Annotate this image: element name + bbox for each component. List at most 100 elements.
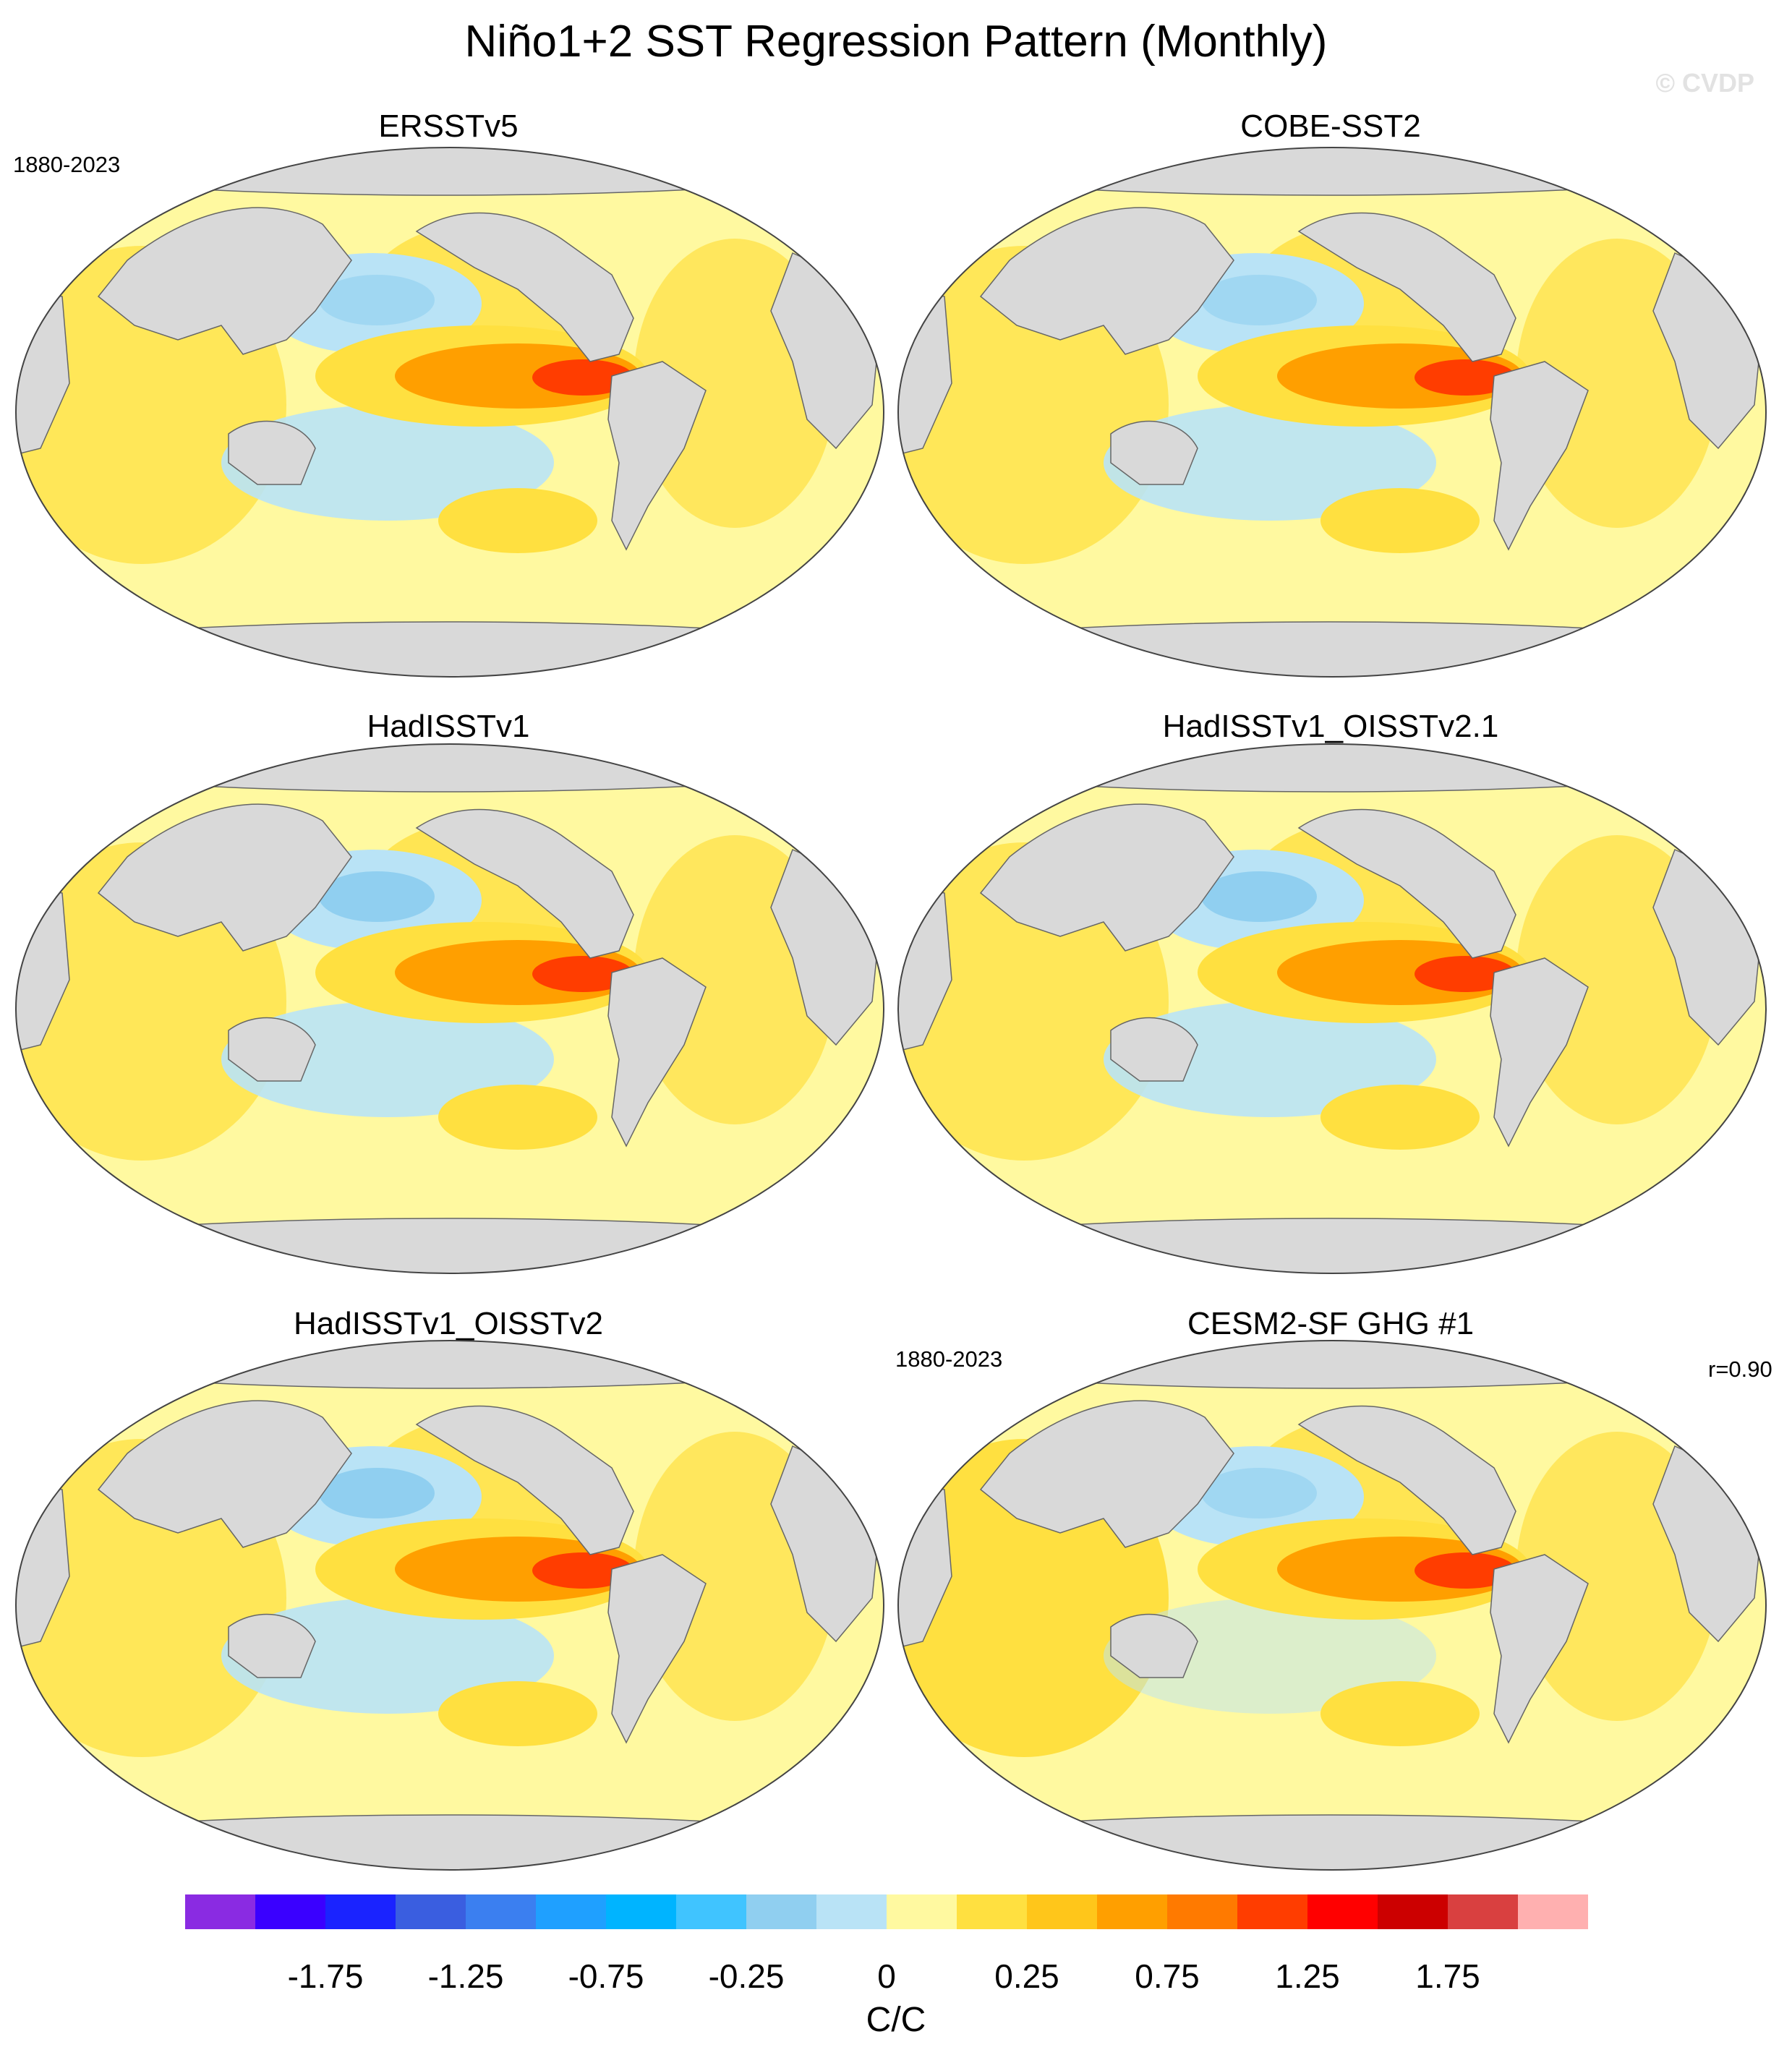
arctic-region <box>898 148 1766 196</box>
south-pacific-warm-region <box>1320 1681 1480 1746</box>
nino12-maximum <box>1415 956 1516 992</box>
panel-title-3: HadISSTv1 <box>367 709 530 744</box>
panel-1-period-label: 1880-2023 <box>13 152 121 177</box>
map-outline <box>897 743 1767 1274</box>
colorbar-swatch <box>536 1894 607 1929</box>
arctic-region <box>16 744 884 792</box>
asia-landmass <box>979 207 1234 355</box>
panel-title-1: ERSSTv5 <box>378 108 519 144</box>
colorbar-swatch <box>676 1894 747 1929</box>
north-pacific-cool-core <box>319 275 435 325</box>
colorbar-swatch <box>1518 1894 1588 1929</box>
arctic-region <box>898 1341 1766 1389</box>
antarctica-landmass <box>898 1218 1766 1273</box>
panel-6-correlation-label: r=0.90 <box>1708 1357 1772 1382</box>
colorbar-swatch <box>1237 1894 1308 1929</box>
south-pacific-warm-region <box>438 488 597 553</box>
australia-landmass <box>228 1613 316 1678</box>
south-america-landmass <box>607 1554 707 1744</box>
map-panel-5 <box>15 1340 884 1871</box>
nino12-maximum <box>532 359 633 396</box>
australia-landmass <box>1110 420 1198 485</box>
panel-6-period-label: 1880-2023 <box>895 1346 1003 1372</box>
colorbar-tick-label: 0.25 <box>994 1957 1059 1995</box>
colorbar <box>185 1894 1588 1929</box>
north-america-landmass <box>415 212 634 362</box>
map-panel-4 <box>897 743 1767 1274</box>
nino12-maximum <box>532 956 633 992</box>
arctic-region <box>898 744 1766 792</box>
map-outline <box>15 1340 884 1871</box>
north-pacific-cool-core <box>319 871 435 922</box>
colorbar-tick-label: -1.75 <box>287 1957 364 1995</box>
south-america-landmass <box>1490 361 1589 551</box>
asia-landmass <box>97 1400 352 1548</box>
south-america-landmass <box>607 957 707 1148</box>
australia-landmass <box>1110 1017 1198 1082</box>
asia-landmass <box>97 803 352 952</box>
colorbar-swatch <box>957 1894 1028 1929</box>
colorbar-swatch <box>325 1894 396 1929</box>
map-panel-1 <box>15 147 884 678</box>
australia-landmass <box>228 1017 316 1082</box>
antarctica-landmass <box>16 1814 884 1870</box>
north-america-landmass <box>415 808 634 959</box>
north-america-landmass <box>1297 1405 1516 1555</box>
colorbar-tick-label: 1.75 <box>1415 1957 1480 1995</box>
north-america-landmass <box>1297 212 1516 362</box>
nino12-maximum <box>1415 1552 1516 1589</box>
colorbar-tick-label: -1.25 <box>427 1957 504 1995</box>
north-pacific-cool-core <box>1201 275 1317 325</box>
arctic-region <box>16 1341 884 1389</box>
colorbar-tick-label: 1.25 <box>1275 1957 1340 1995</box>
colorbar-swatch <box>1307 1894 1378 1929</box>
colorbar-swatch <box>396 1894 466 1929</box>
colorbar-swatch <box>816 1894 887 1929</box>
south-pacific-warm-region <box>1320 488 1480 553</box>
asia-landmass <box>979 1400 1234 1548</box>
map-panel-2 <box>897 147 1767 678</box>
colorbar-swatch <box>606 1894 677 1929</box>
south-pacific-warm-region <box>438 1085 597 1150</box>
map-outline <box>897 147 1767 678</box>
map-outline <box>897 1340 1767 1871</box>
map-panel-6 <box>897 1340 1767 1871</box>
figure-title: Niño1+2 SST Regression Pattern (Monthly) <box>464 17 1328 67</box>
north-pacific-cool-core <box>1201 871 1317 922</box>
panel-title-4: HadISSTv1_OISSTv2.1 <box>1162 709 1499 744</box>
north-pacific-cool-core <box>319 1468 435 1518</box>
colorbar-swatch <box>1378 1894 1448 1929</box>
colorbar-tick-label: 0.75 <box>1135 1957 1200 1995</box>
panel-title-2: COBE-SST2 <box>1240 108 1421 144</box>
south-america-landmass <box>1490 957 1589 1148</box>
south-pacific-warm-region <box>438 1681 597 1746</box>
colorbar-swatch <box>1167 1894 1238 1929</box>
north-pacific-cool-core <box>1201 1468 1317 1518</box>
colorbar-swatch <box>1097 1894 1168 1929</box>
colorbar-swatch <box>746 1894 817 1929</box>
colorbar-swatch <box>185 1894 256 1929</box>
asia-landmass <box>979 803 1234 952</box>
south-pacific-warm-region <box>1320 1085 1480 1150</box>
colorbar-swatch <box>1027 1894 1098 1929</box>
map-outline <box>15 743 884 1274</box>
map-outline <box>15 147 884 678</box>
colorbar-swatch <box>255 1894 326 1929</box>
colorbar-units: C/C <box>866 2001 926 2039</box>
map-panel-3 <box>15 743 884 1274</box>
antarctica-landmass <box>898 1814 1766 1870</box>
antarctica-landmass <box>16 1218 884 1273</box>
asia-landmass <box>97 207 352 355</box>
antarctica-landmass <box>898 621 1766 677</box>
australia-landmass <box>1110 1613 1198 1678</box>
arctic-region <box>16 148 884 196</box>
antarctica-landmass <box>16 621 884 677</box>
nino12-maximum <box>532 1552 633 1589</box>
nino12-maximum <box>1415 359 1516 396</box>
australia-landmass <box>228 420 316 485</box>
colorbar-swatch <box>887 1894 957 1929</box>
south-america-landmass <box>607 361 707 551</box>
colorbar-swatch <box>466 1894 537 1929</box>
copyright-watermark: © CVDP <box>1655 68 1754 98</box>
north-america-landmass <box>1297 808 1516 959</box>
